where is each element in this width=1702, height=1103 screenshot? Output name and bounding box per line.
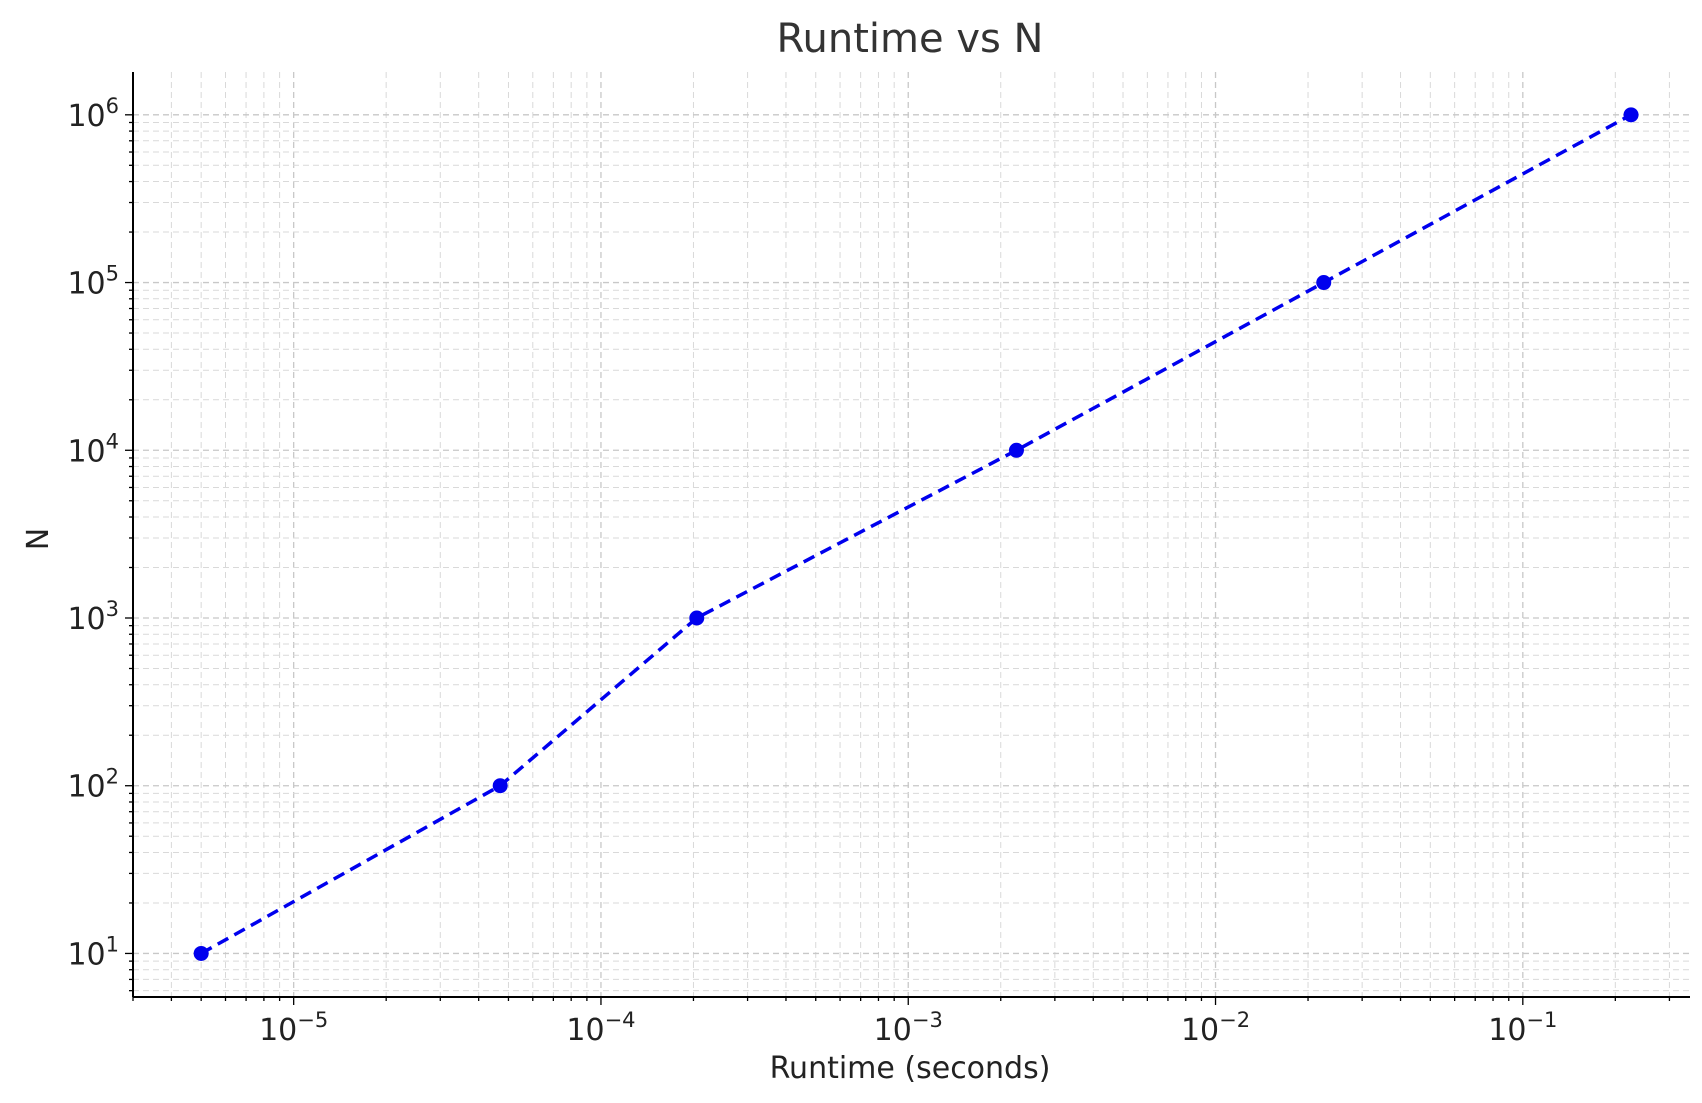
y-axis-label: N xyxy=(21,528,56,550)
series-line xyxy=(200,113,1632,955)
y-tick-label: 103 xyxy=(67,597,119,637)
data-point xyxy=(492,778,508,794)
y-tick-label: 106 xyxy=(67,94,119,134)
x-tick-label: 10−2 xyxy=(1181,1008,1250,1048)
axes xyxy=(125,72,1690,1005)
x-tick-label: 10−5 xyxy=(259,1008,328,1048)
chart-title: Runtime vs N xyxy=(777,16,1044,62)
data-point xyxy=(689,610,705,626)
y-tick-label: 104 xyxy=(67,429,119,469)
grid xyxy=(132,72,1690,997)
x-tick-label: 10−1 xyxy=(1488,1008,1557,1048)
x-tick-label: 10−4 xyxy=(566,1008,635,1048)
y-tick-label: 105 xyxy=(67,262,119,302)
series-layer xyxy=(193,107,1639,961)
data-point xyxy=(1623,107,1639,123)
tick-labels: 10−5 10−4 10−3 10−2 10−1 101 102 103 104 105 106 xyxy=(67,94,1557,1048)
x-axis-label: Runtime (seconds) xyxy=(770,1051,1051,1086)
data-point xyxy=(193,945,209,961)
x-tick-label: 10−3 xyxy=(874,1008,943,1048)
y-tick-label: 101 xyxy=(67,932,119,972)
data-point xyxy=(1008,442,1024,458)
data-point xyxy=(1316,275,1332,291)
y-tick-label: 102 xyxy=(67,765,119,805)
